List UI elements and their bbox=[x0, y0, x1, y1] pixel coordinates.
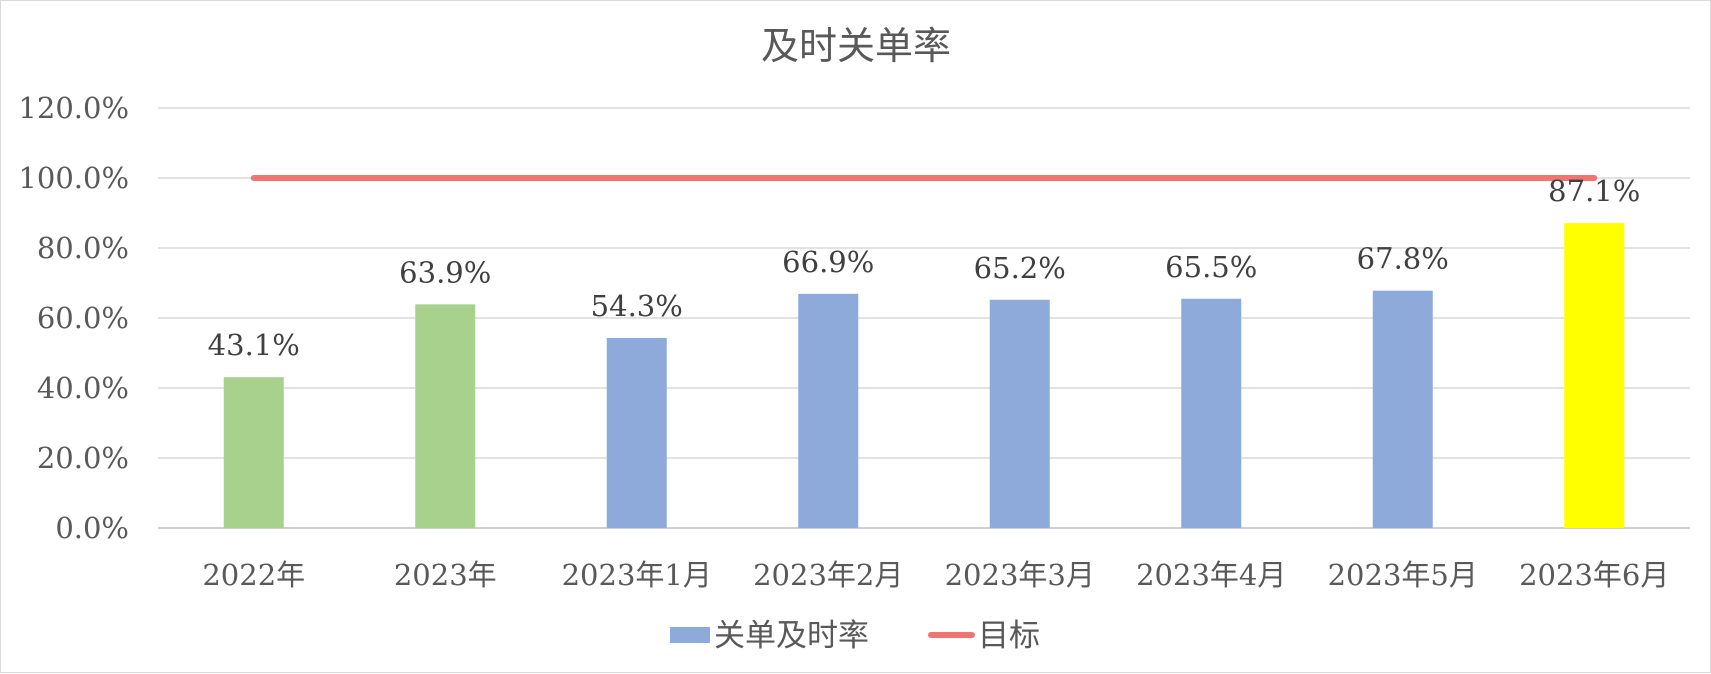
gridlines bbox=[158, 107, 1690, 529]
bar bbox=[1564, 223, 1625, 528]
bar bbox=[1372, 290, 1433, 528]
x-tick-label: 2022年 bbox=[202, 558, 305, 592]
data-labels: 43.1% 63.9% 54.3% 66.9% 65.2% 65.5% 67.8% 87.1% bbox=[208, 174, 1641, 362]
legend-label-bar: 关单及时率 bbox=[714, 618, 869, 654]
y-tick-label: 40.0% bbox=[37, 371, 129, 405]
y-tick-label: 60.0% bbox=[37, 301, 129, 335]
bar bbox=[989, 299, 1050, 528]
x-tick-label: 2023年3月 bbox=[945, 558, 1095, 592]
y-tick-label: 80.0% bbox=[37, 231, 129, 265]
bar bbox=[415, 304, 476, 528]
legend: 关单及时率 目标 bbox=[670, 618, 1040, 654]
x-tick-label: 2023年 bbox=[394, 558, 497, 592]
bar bbox=[223, 377, 284, 528]
data-label: 54.3% bbox=[591, 289, 683, 323]
x-tick-label: 2023年4月 bbox=[1136, 558, 1286, 592]
data-label: 63.9% bbox=[399, 255, 491, 289]
data-label: 67.8% bbox=[1357, 242, 1449, 276]
x-tick-label: 2023年5月 bbox=[1328, 558, 1478, 592]
x-tick-label: 2023年1月 bbox=[562, 558, 712, 592]
y-tick-label: 100.0% bbox=[18, 161, 129, 195]
data-label: 66.9% bbox=[782, 245, 874, 279]
bar bbox=[606, 337, 667, 528]
y-tick-label: 120.0% bbox=[18, 91, 129, 125]
data-label: 87.1% bbox=[1548, 174, 1640, 208]
data-label: 65.5% bbox=[1165, 250, 1257, 284]
x-axis-ticks: 2022年 2023年 2023年1月 2023年2月 2023年3月 2023年4月 20… bbox=[202, 558, 1669, 592]
bars bbox=[223, 223, 1625, 528]
legend-swatch-bar bbox=[670, 627, 710, 643]
data-label: 43.1% bbox=[208, 328, 300, 362]
x-tick-label: 2023年6月 bbox=[1519, 558, 1669, 592]
chart-title: 及时关单率 bbox=[761, 24, 951, 68]
x-tick-label: 2023年2月 bbox=[753, 558, 903, 592]
bar bbox=[1181, 298, 1242, 528]
bar bbox=[798, 293, 859, 528]
y-tick-label: 0.0% bbox=[55, 511, 129, 545]
y-axis-ticks: 0.0% 20.0% 40.0% 60.0% 80.0% 100.0% 120.0% bbox=[18, 91, 129, 545]
y-tick-label: 20.0% bbox=[37, 441, 129, 475]
data-label: 65.2% bbox=[974, 251, 1066, 285]
legend-label-line: 目标 bbox=[978, 618, 1040, 654]
